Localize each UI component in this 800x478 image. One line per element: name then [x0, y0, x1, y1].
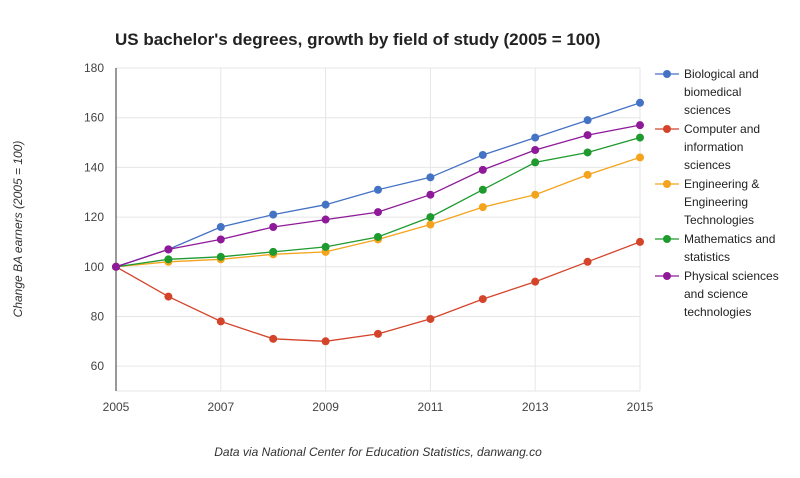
data-point: [636, 121, 644, 130]
x-tick-label: 2009: [312, 400, 339, 414]
data-point: [531, 158, 540, 167]
data-point: [164, 255, 173, 264]
data-point: [269, 247, 278, 256]
data-point: [636, 237, 644, 246]
data-point: [583, 148, 592, 157]
data-point: [478, 165, 487, 174]
data-point: [426, 190, 435, 199]
y-tick-label: 140: [84, 160, 104, 174]
legend-label: and science: [684, 287, 748, 301]
data-point: [321, 215, 330, 224]
data-point: [636, 98, 644, 107]
series-3: [112, 133, 644, 271]
y-axis-ticks: 60 80 100 120 140 160 180: [84, 61, 104, 373]
legend-label: Technologies: [684, 213, 754, 227]
legend-swatch-marker: [663, 180, 671, 188]
series-line: [115, 136, 641, 268]
legend-item: Mathematics and statistics: [655, 232, 775, 264]
legend-item: Computer and information sciences: [655, 122, 760, 172]
series-line: [115, 124, 641, 268]
data-point: [112, 262, 120, 271]
legend-item: Physical sciences and science technologies: [655, 269, 779, 319]
x-tick-label: 2013: [522, 400, 549, 414]
data-point: [374, 232, 382, 241]
chart-title: US bachelor's degrees, growth by field o…: [115, 30, 600, 49]
data-point: [636, 153, 644, 162]
data-point: [583, 170, 592, 179]
data-point: [216, 235, 225, 244]
legend-label: Physical sciences: [684, 269, 779, 283]
legend-swatch-marker: [663, 125, 671, 133]
legend-label: biomedical: [684, 85, 741, 99]
data-point: [374, 185, 382, 194]
gridlines: [115, 67, 641, 392]
data-point: [164, 292, 173, 301]
legend-label: information: [684, 140, 743, 154]
y-tick-label: 120: [84, 210, 104, 224]
data-point: [531, 277, 540, 286]
legend-label: sciences: [684, 158, 731, 172]
data-point: [636, 133, 644, 142]
legend-label: Biological and: [684, 67, 759, 81]
data-point: [321, 337, 330, 346]
x-tick-label: 2007: [207, 400, 234, 414]
legend-label: statistics: [684, 250, 730, 264]
data-point: [374, 329, 382, 338]
data-point: [478, 295, 487, 304]
legend-item: Engineering & Engineering Technologies: [655, 177, 759, 227]
legend-swatch-marker: [663, 70, 671, 78]
legend-label: Mathematics and: [684, 232, 775, 246]
y-tick-label: 160: [84, 111, 104, 125]
data-point: [269, 334, 278, 343]
data-point: [583, 257, 592, 266]
data-point: [531, 133, 540, 142]
data-point: [269, 210, 278, 219]
x-tick-label: 2005: [103, 400, 130, 414]
y-tick-label: 100: [84, 260, 104, 274]
data-point: [321, 242, 330, 251]
data-point: [426, 173, 435, 182]
data-point: [583, 131, 592, 140]
y-axis-label: Change BA earners (2005 = 100): [11, 141, 25, 318]
x-tick-label: 2011: [417, 400, 443, 414]
y-tick-label: 80: [91, 309, 105, 323]
series-4: [112, 121, 644, 271]
legend-item: Biological and biomedical sciences: [655, 67, 759, 117]
data-point: [426, 314, 435, 323]
data-point: [426, 220, 435, 229]
legend-label: Computer and: [684, 122, 760, 136]
source-caption: Data via National Center for Education S…: [214, 445, 542, 459]
series-line: [115, 241, 641, 342]
y-tick-label: 180: [84, 61, 104, 75]
data-point: [426, 213, 435, 222]
data-point: [216, 317, 225, 326]
data-point: [478, 203, 487, 212]
legend: Biological andbiomedicalsciencesComputer…: [655, 67, 779, 319]
legend-swatch-marker: [663, 235, 671, 243]
series-1: [112, 237, 644, 346]
data-point: [374, 208, 382, 217]
data-point: [216, 252, 225, 261]
x-tick-label: 2015: [627, 400, 654, 414]
data-point: [478, 185, 487, 194]
x-axis-ticks: 2005 2007 2009 2011 2013 2015: [103, 400, 654, 414]
data-point: [321, 200, 330, 209]
y-tick-label: 60: [91, 359, 105, 373]
legend-label: Engineering: [684, 195, 748, 209]
series-layer: [112, 98, 644, 346]
data-point: [583, 116, 592, 125]
data-point: [478, 150, 487, 159]
data-point: [216, 223, 225, 232]
data-point: [269, 223, 278, 232]
legend-label: sciences: [684, 103, 731, 117]
legend-label: Engineering &: [684, 177, 759, 191]
legend-label: technologies: [684, 305, 751, 319]
data-point: [531, 190, 540, 199]
data-point: [531, 145, 540, 154]
legend-swatch-marker: [663, 272, 671, 280]
data-point: [164, 245, 173, 254]
